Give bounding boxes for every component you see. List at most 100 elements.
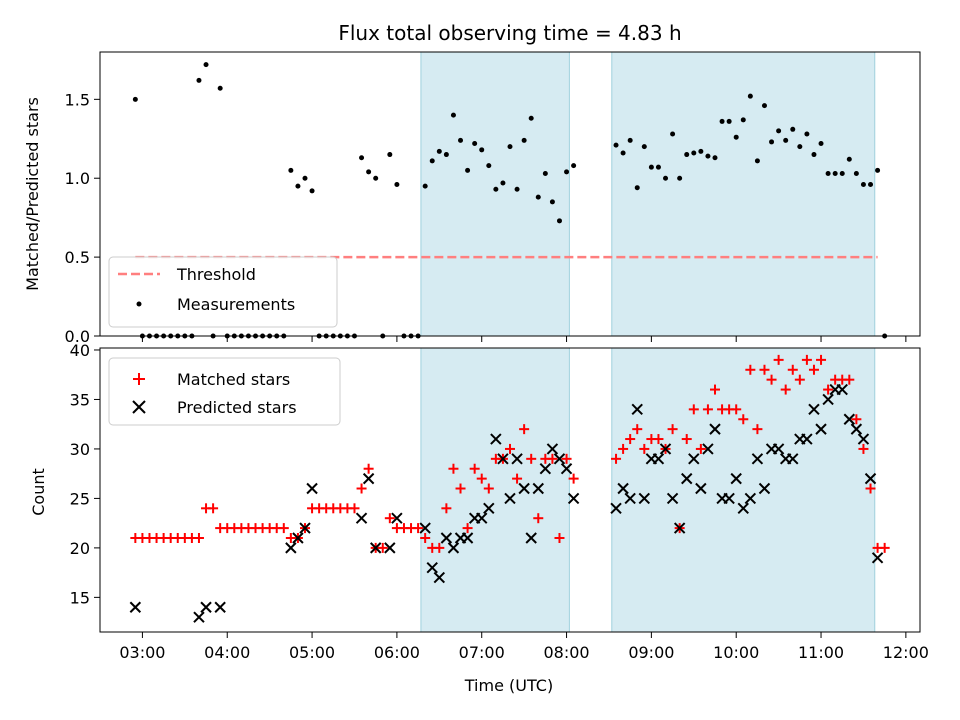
legend-matched-label: Matched stars — [177, 370, 290, 389]
top-legend-box — [108, 256, 338, 328]
bottom-y-axis: 15 20 25 30 35 40 — [70, 341, 100, 607]
matched-stars-points — [130, 354, 890, 553]
matched-star-point — [561, 453, 572, 464]
top-y-tick-label: 1.5 — [65, 90, 90, 109]
legend-threshold-label: Threshold — [176, 265, 256, 284]
predicted-star-point — [292, 532, 304, 544]
predicted-star-point — [299, 522, 311, 534]
measurement-point — [740, 117, 746, 123]
x-tick-label: 10:00 — [713, 643, 759, 662]
x-axis-label: Time (UTC) — [464, 676, 553, 695]
predicted-star-point — [638, 492, 651, 505]
measurement-point — [429, 158, 435, 164]
predicted-star-point — [808, 403, 820, 416]
measurement-point — [677, 175, 683, 181]
measurement-points — [132, 62, 888, 339]
x-tick-label: 09:00 — [628, 643, 674, 662]
measurement-point — [804, 131, 810, 137]
measurement-point — [295, 183, 301, 189]
predicted-star-point — [285, 542, 297, 554]
predicted-star-point — [532, 482, 544, 495]
x-tick-label: 05:00 — [289, 643, 335, 662]
measurement-point — [754, 158, 760, 164]
predicted-star-point — [483, 502, 495, 515]
predicted-star-point — [546, 443, 559, 455]
x-tick-label: 06:00 — [374, 643, 420, 662]
matched-star-point — [710, 384, 720, 395]
predicted-star-point — [695, 482, 707, 495]
legend-predicted-label: Predicted stars — [177, 398, 297, 417]
matched-star-point — [476, 473, 487, 484]
predicted-stars-points — [129, 383, 884, 623]
measurement-point — [493, 186, 499, 192]
bottom-legend: Matched stars Predicted stars — [108, 357, 341, 426]
matched-star-point — [653, 434, 664, 445]
measurement-point — [860, 182, 866, 188]
matched-star-point — [759, 364, 770, 375]
measurement-point — [783, 137, 789, 143]
measurement-point — [288, 167, 294, 173]
measurement-point — [818, 141, 824, 147]
measurement-point — [302, 175, 308, 181]
predicted-star-point — [723, 492, 735, 505]
matched-star-point — [193, 532, 204, 543]
measurement-point — [422, 183, 428, 189]
predicted-star-point — [490, 433, 502, 445]
measurement-point — [719, 118, 725, 124]
matched-star-point — [512, 473, 523, 484]
predicted-star-point — [681, 472, 693, 485]
predicted-star-point — [511, 453, 523, 465]
bottom-y-tick-label: 25 — [70, 489, 90, 508]
predicted-star-point — [709, 423, 721, 435]
measurement-point — [309, 188, 315, 194]
predicted-star-point — [730, 472, 742, 485]
measurement-point — [627, 137, 633, 143]
predicted-star-point — [631, 403, 643, 416]
top-shaded-regions — [420, 51, 876, 337]
measurement-point — [443, 152, 449, 158]
predicted-star-point — [384, 542, 396, 554]
matched-star-point — [420, 532, 431, 543]
top-x-ticks — [141, 336, 907, 342]
predicted-star-point — [419, 522, 431, 534]
measurement-point — [394, 182, 400, 188]
bottom-panel-counts: 15 20 25 30 35 40 03:00 04:00 05:00 06:00 07:00 08… — [29, 341, 929, 695]
matched-star-point — [483, 483, 494, 494]
measurement-point — [514, 186, 520, 192]
predicted-star-point — [702, 443, 714, 455]
measurement-point — [465, 167, 471, 173]
matched-star-point — [808, 364, 819, 375]
predicted-star-point — [369, 542, 382, 554]
matched-star-point — [681, 434, 692, 445]
chart-title: Flux total observing time = 4.83 h — [338, 21, 681, 45]
measurement-point — [705, 153, 711, 159]
matched-star-point — [787, 364, 798, 375]
top-y-tick-label: 0.0 — [65, 327, 90, 346]
matched-star-point — [731, 404, 742, 415]
predicted-star-point — [758, 482, 771, 495]
top-y-axis-label: Matched/Predicted stars — [23, 97, 42, 291]
measurement-point — [655, 164, 661, 170]
top-shaded-window-1 — [420, 51, 570, 337]
measurement-point — [846, 156, 852, 162]
predicted-star-point — [857, 433, 870, 445]
measurement-point — [747, 93, 753, 99]
predicted-star-point — [525, 532, 537, 544]
predicted-star-point — [214, 601, 226, 613]
measurement-point — [670, 131, 676, 137]
matched-star-point — [462, 523, 473, 534]
predicted-star-point — [553, 453, 566, 465]
measurement-point — [486, 163, 492, 169]
matched-star-point — [667, 424, 678, 435]
predicted-star-point — [306, 482, 318, 495]
matched-star-point — [780, 384, 791, 395]
predicted-star-point — [610, 502, 622, 515]
bottom-y-tick-label: 30 — [70, 440, 90, 459]
measurement-point — [521, 137, 527, 143]
predicted-star-point — [673, 522, 686, 534]
legend-predicted-swatch — [132, 400, 146, 414]
predicted-star-point — [440, 532, 453, 544]
measurement-point — [387, 152, 393, 158]
matched-star-point — [611, 453, 622, 464]
matched-star-point — [801, 354, 812, 365]
